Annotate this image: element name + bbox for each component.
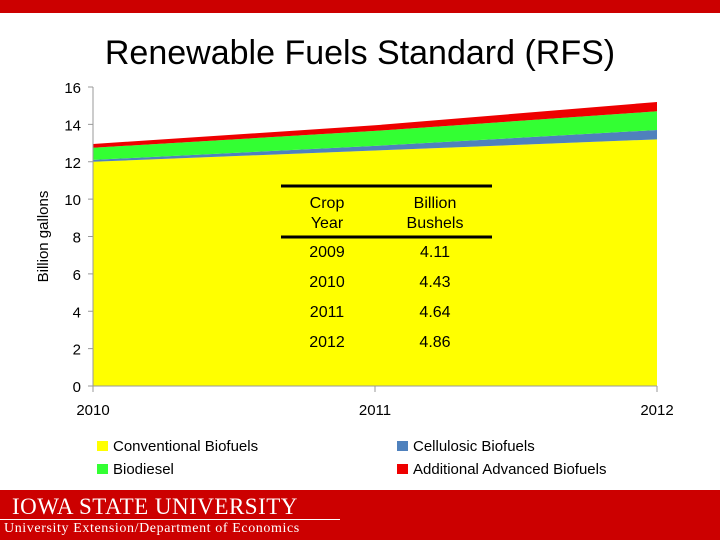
y-tick-label-5: 10: [64, 192, 81, 209]
legend-label-3: Additional Advanced Biofuels: [413, 461, 606, 478]
y-tick-label-3: 6: [73, 267, 81, 284]
legend-label-2: Biodiesel: [113, 461, 174, 478]
table-cell-2-1: 4.64: [419, 304, 450, 321]
table-cell-2-0: 2011: [310, 304, 345, 321]
y-tick-label-8: 16: [64, 80, 81, 97]
table-header-1: Billion Bushels: [407, 195, 464, 232]
y-tick-label-2: 4: [73, 304, 81, 321]
legend-swatch-1: [397, 441, 408, 451]
x-tick-label-1: 2011: [359, 402, 391, 419]
x-tick-label-2: 2012: [640, 402, 673, 419]
y-tick-label-6: 12: [64, 155, 81, 172]
y-tick-label-0: 0: [73, 379, 81, 396]
area-series-2: [93, 111, 657, 160]
table-cell-3-1: 4.86: [419, 334, 450, 351]
table-cell-1-1: 4.43: [419, 274, 450, 291]
area-series-0: [93, 139, 657, 386]
legend-label-0: Conventional Biofuels: [113, 438, 258, 455]
legend-swatch-2: [97, 464, 108, 474]
y-tick-label-1: 2: [73, 342, 81, 359]
slide-title: Renewable Fuels Standard (RFS): [104, 34, 616, 72]
legend-label-1: Cellulosic Biofuels: [413, 438, 535, 455]
y-tick-label-4: 8: [73, 230, 81, 247]
x-tick-label-0: 2010: [76, 402, 109, 419]
table-cell-0-0: 2009: [309, 244, 345, 261]
table-cell-0-1: 4.11: [420, 244, 450, 261]
footer-divider: [0, 519, 340, 520]
legend-swatch-0: [97, 441, 108, 451]
y-axis-label: Billion gallons: [35, 191, 52, 283]
university-logo: IOWA STATE UNIVERSITY: [12, 494, 298, 519]
top-red-bar: [0, 0, 720, 13]
footer-bar: [0, 490, 720, 540]
footer-subtitle: University Extension/Department of Econo…: [4, 521, 300, 536]
area-series-3: [93, 101, 657, 148]
table-cell-1-0: 2010: [309, 274, 345, 291]
table-header-0: Crop Year: [310, 195, 345, 232]
legend-swatch-3: [397, 464, 408, 474]
rfs-area-chart: 0 2 4 6 8 10 12 14 16 2010 2011 2012 Billion gallons…: [35, 80, 674, 478]
y-tick-label-7: 14: [64, 117, 81, 134]
table-cell-3-0: 2012: [309, 334, 345, 351]
